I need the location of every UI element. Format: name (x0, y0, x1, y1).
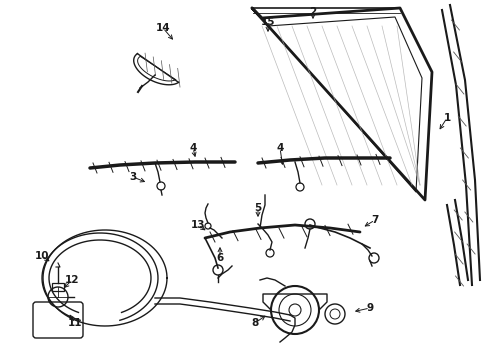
Text: 10: 10 (35, 251, 49, 261)
Text: 12: 12 (65, 275, 79, 285)
Text: 5: 5 (254, 203, 262, 213)
Text: 2: 2 (309, 7, 317, 17)
Bar (52, 283, 64, 291)
Text: 11: 11 (68, 318, 82, 328)
Text: 4: 4 (276, 143, 284, 153)
Text: 6: 6 (217, 253, 223, 263)
Text: 14: 14 (156, 23, 171, 33)
Text: 7: 7 (371, 215, 379, 225)
Text: 9: 9 (367, 303, 373, 313)
Text: 4: 4 (189, 143, 196, 153)
Text: 13: 13 (191, 220, 205, 230)
Text: 15: 15 (261, 17, 275, 27)
Text: 3: 3 (129, 172, 137, 182)
Text: 8: 8 (251, 318, 259, 328)
Text: 1: 1 (443, 113, 451, 123)
